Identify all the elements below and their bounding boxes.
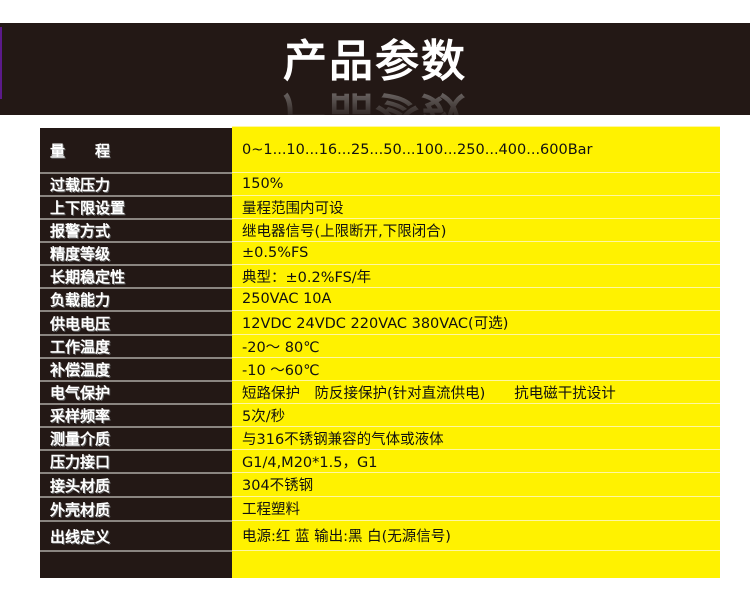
spec-value: 短路保护 防反接保护(针对直流供电) 抗电磁干扰设计 (232, 380, 720, 403)
spec-row: 外壳材质 工程塑料 (40, 496, 720, 520)
accent-bar (0, 27, 2, 99)
spec-label: 补偿温度 (40, 359, 232, 380)
spec-value: 与316不锈钢兼容的气体或液体 (232, 426, 720, 449)
empty-value (232, 550, 720, 578)
spec-row: 压力接口 G1/4,M20*1.5，G1 (40, 449, 720, 472)
spec-row: 补偿温度 -10 ～60℃ (40, 357, 720, 380)
spec-value: 304不锈钢 (232, 472, 720, 496)
spec-value: 典型：±0.2%FS/年 (232, 264, 720, 287)
spec-label: 采样频率 (40, 405, 232, 426)
spec-row: 量 程 0~1...10...16...25...50...100...250..… (40, 126, 720, 172)
empty-label (40, 552, 232, 578)
spec-value: 量程范围内可设 (232, 195, 720, 218)
spec-row: 工作温度 -20～ 80℃ (40, 334, 720, 357)
spec-value: 5次/秒 (232, 403, 720, 426)
spec-label: 上下限设置 (40, 197, 232, 218)
spec-row: 采样频率 5次/秒 (40, 403, 720, 426)
header-banner: 产品参数 产品参数 (0, 23, 750, 115)
spec-row: 长期稳定性 典型：±0.2%FS/年 (40, 264, 720, 287)
spec-value: 继电器信号(上限断开,下限闭合) (232, 218, 720, 241)
spec-label: 负载能力 (40, 289, 232, 310)
spec-row: 上下限设置 量程范围内可设 (40, 195, 720, 218)
spec-label: 过载压力 (40, 174, 232, 195)
spec-label: 量 程 (40, 128, 232, 172)
empty-row (40, 550, 720, 578)
spec-label: 电气保护 (40, 382, 232, 403)
spec-label: 测量介质 (40, 428, 232, 449)
spec-label: 外壳材质 (40, 498, 232, 520)
page-title: 产品参数 (283, 36, 467, 87)
spec-row: 测量介质 与316不锈钢兼容的气体或液体 (40, 426, 720, 449)
spec-label: 压力接口 (40, 451, 232, 472)
spec-label: 长期稳定性 (40, 266, 232, 287)
spec-table: 量 程 0~1...10...16...25...50...100...250..… (40, 126, 720, 578)
spec-row: 精度等级 ±0.5%FS (40, 241, 720, 264)
spec-row: 出线定义 电源:红 蓝 输出:黑 白(无源信号) (40, 520, 720, 550)
spec-value: -10 ～60℃ (232, 357, 720, 380)
spec-value: 12VDC 24VDC 220VAC 380VAC(可选) (232, 310, 720, 334)
spec-row: 报警方式 继电器信号(上限断开,下限闭合) (40, 218, 720, 241)
spec-value: 150% (232, 172, 720, 195)
spec-row: 接头材质 304不锈钢 (40, 472, 720, 496)
spec-value: 250VAC 10A (232, 287, 720, 310)
spec-row: 供电电压 12VDC 24VDC 220VAC 380VAC(可选) (40, 310, 720, 334)
spec-label: 出线定义 (40, 522, 232, 550)
spec-value: 工程塑料 (232, 496, 720, 520)
spec-row: 负载能力 250VAC 10A (40, 287, 720, 310)
spec-value: 电源:红 蓝 输出:黑 白(无源信号) (232, 520, 720, 550)
spec-row: 电气保护 短路保护 防反接保护(针对直流供电) 抗电磁干扰设计 (40, 380, 720, 403)
spec-value: 0~1...10...16...25...50...100...250...40… (232, 126, 720, 172)
spec-value: G1/4,M20*1.5，G1 (232, 449, 720, 472)
spec-label: 工作温度 (40, 336, 232, 357)
spec-label: 精度等级 (40, 243, 232, 264)
spec-row: 过载压力 150% (40, 172, 720, 195)
spec-label: 报警方式 (40, 220, 232, 241)
spec-value: ±0.5%FS (232, 241, 720, 264)
spec-label: 供电电压 (40, 312, 232, 334)
title-reflection: 产品参数 (283, 87, 467, 115)
spec-value: -20～ 80℃ (232, 334, 720, 357)
spec-label: 接头材质 (40, 474, 232, 496)
